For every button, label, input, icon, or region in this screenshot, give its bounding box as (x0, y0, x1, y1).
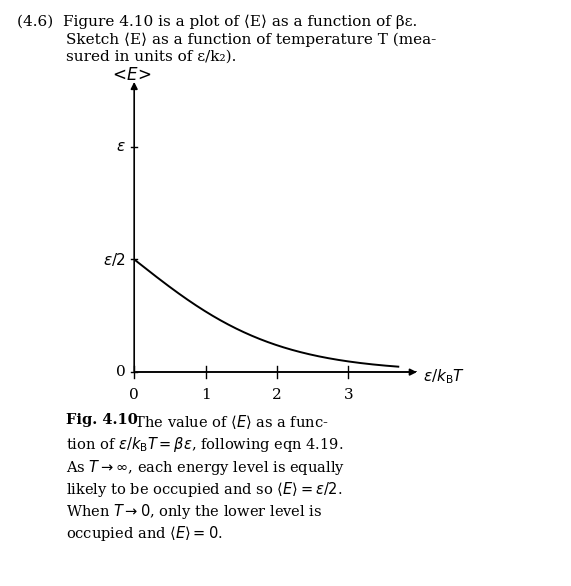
Text: 2: 2 (272, 388, 282, 402)
Text: (4.6)  Figure 4.10 is a plot of ⟨E⟩ as a function of βε.: (4.6) Figure 4.10 is a plot of ⟨E⟩ as a … (17, 15, 417, 29)
Text: tion of $\epsilon/k_{\rm B}T = \beta\epsilon$, following eqn 4.19.: tion of $\epsilon/k_{\rm B}T = \beta\eps… (66, 435, 343, 454)
Text: As $T \to \infty$, each energy level is equally: As $T \to \infty$, each energy level is … (66, 458, 345, 476)
Text: 0: 0 (129, 388, 139, 402)
Text: likely to be occupied and so $\langle E\rangle = \epsilon/2$.: likely to be occupied and so $\langle E\… (66, 480, 342, 499)
Text: The value of $\langle E\rangle$ as a func-: The value of $\langle E\rangle$ as a fun… (130, 413, 328, 431)
Text: $<\!E\!>$: $<\!E\!>$ (109, 67, 152, 84)
Text: When $T \to 0$, only the lower level is: When $T \to 0$, only the lower level is (66, 502, 322, 521)
Text: $\epsilon/k_{\rm B}T$: $\epsilon/k_{\rm B}T$ (423, 367, 465, 386)
Text: 0: 0 (116, 365, 126, 379)
Text: sured in units of ε/k₂).: sured in units of ε/k₂). (66, 49, 236, 63)
Text: $\epsilon$: $\epsilon$ (116, 139, 126, 154)
Text: Fig. 4.10: Fig. 4.10 (66, 413, 138, 427)
Text: $\epsilon/2$: $\epsilon/2$ (103, 251, 126, 268)
Text: 1: 1 (200, 388, 211, 402)
Text: occupied and $\langle E\rangle = 0$.: occupied and $\langle E\rangle = 0$. (66, 524, 222, 543)
Text: Sketch ⟨E⟩ as a function of temperature T (mea-: Sketch ⟨E⟩ as a function of temperature … (66, 32, 436, 47)
Text: 3: 3 (344, 388, 353, 402)
